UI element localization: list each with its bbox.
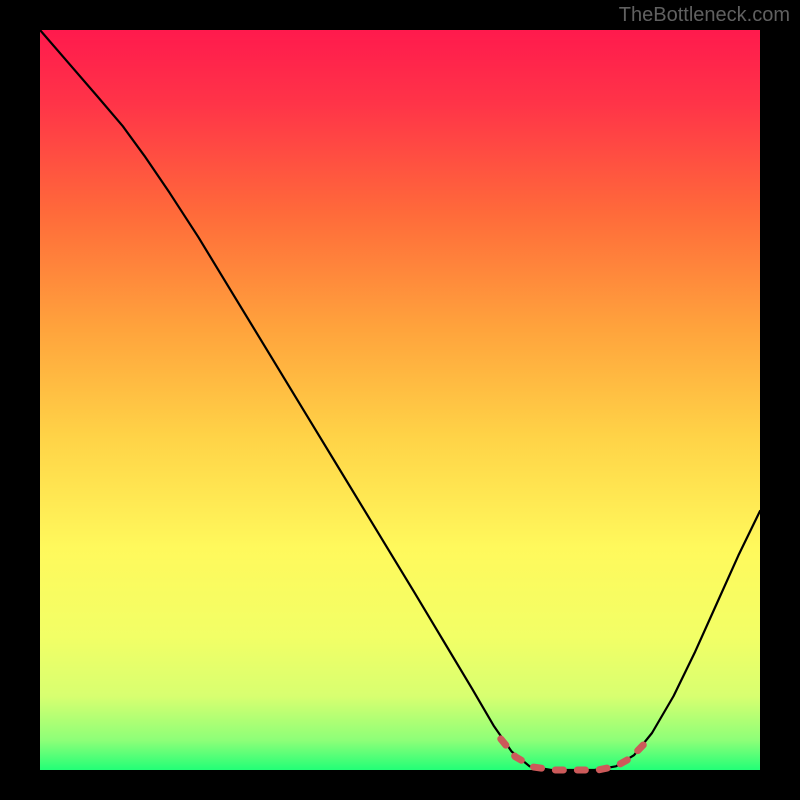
bottleneck-chart bbox=[0, 0, 800, 800]
chart-container: TheBottleneck.com bbox=[0, 0, 800, 800]
plot-background-gradient bbox=[40, 30, 760, 770]
attribution-text: TheBottleneck.com bbox=[619, 4, 790, 27]
